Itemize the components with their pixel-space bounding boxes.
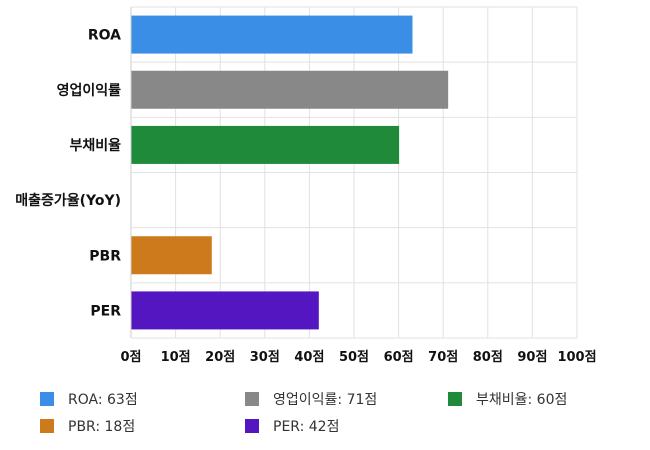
legend-swatch	[40, 392, 54, 406]
x-tick-labels: 0점 10점 20점 30점 40점 50점 60점 70점 80점 90점 100점	[120, 350, 596, 365]
legend-label: PER: 42점	[273, 419, 340, 435]
x-tick-label: 50점	[339, 350, 369, 365]
x-tick-label: 0점	[120, 350, 141, 365]
x-tick-label: 80점	[473, 350, 503, 365]
bar	[131, 70, 449, 109]
bar	[131, 236, 212, 275]
y-tick-label: 부채비율	[69, 137, 121, 154]
bar	[131, 125, 400, 164]
legend-item-operating-margin: 영업이익률: 71점	[245, 390, 377, 408]
x-tick-label: 30점	[250, 350, 280, 365]
bar-layer	[131, 15, 449, 330]
y-tick-label: PBR	[89, 248, 121, 264]
x-tick-label: 10점	[161, 350, 191, 365]
y-tick-label: ROA	[88, 28, 121, 44]
legend-swatch	[448, 392, 462, 406]
legend-swatch	[245, 392, 259, 406]
bar	[131, 291, 319, 330]
legend-label: 영업이익률: 71점	[273, 392, 378, 408]
x-tick-label: 100점	[557, 350, 596, 365]
legend-label: ROA: 63점	[68, 392, 138, 408]
x-tick-label: 20점	[205, 350, 235, 365]
legend-swatch	[40, 419, 54, 433]
x-tick-label: 60점	[384, 350, 414, 365]
legend-item-roa: ROA: 63점	[40, 390, 138, 408]
x-tick-label: 90점	[517, 350, 547, 365]
legend-label: 부채비율: 60점	[476, 392, 568, 408]
x-tick-label: 40점	[294, 350, 324, 365]
bar	[131, 15, 413, 54]
legend-item-pbr: PBR: 18점	[40, 417, 135, 435]
grid-layer	[130, 6, 578, 339]
y-tick-label: 영업이익률	[57, 82, 122, 99]
y-tick-label: PER	[90, 303, 121, 319]
legend-swatch	[245, 419, 259, 433]
x-tick-label: 70점	[428, 350, 458, 365]
legend-label: PBR: 18점	[68, 419, 136, 435]
y-tick-label: 매출증가율(YoY)	[15, 192, 121, 209]
legend-item-debt-ratio: 부채비율: 60점	[448, 390, 567, 408]
legend-item-per: PER: 42점	[245, 417, 339, 435]
